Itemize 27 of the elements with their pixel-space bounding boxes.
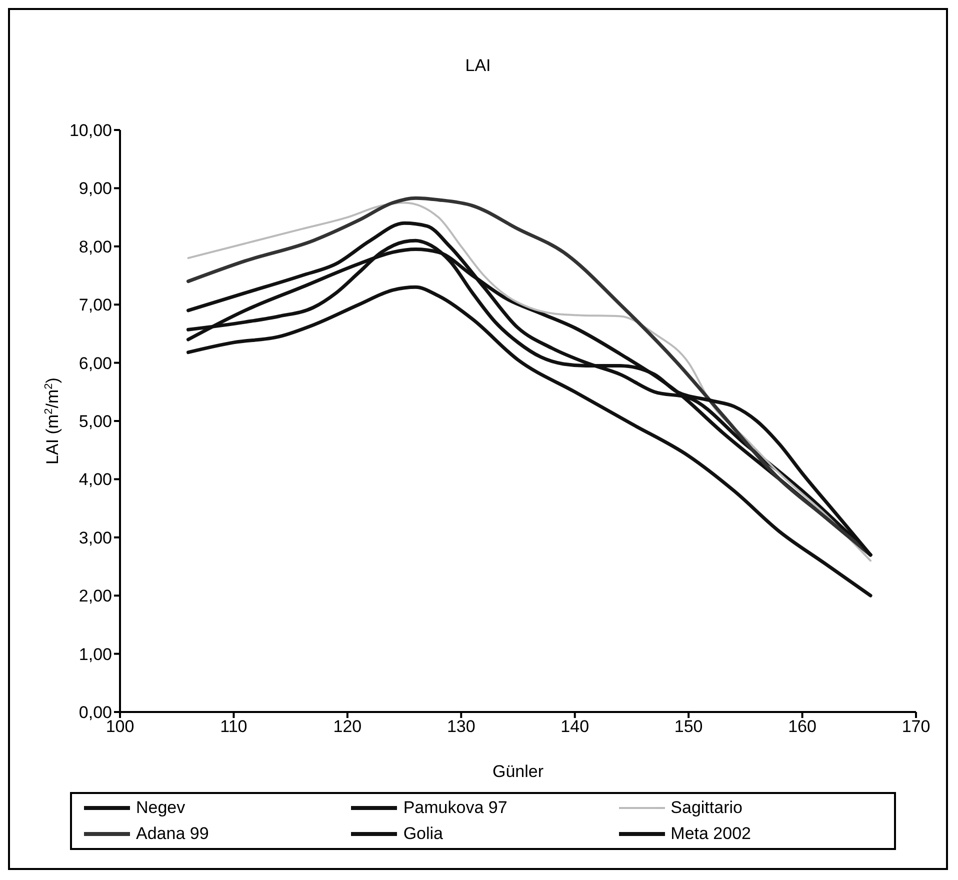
- y-tick-label: 7,00: [78, 296, 112, 315]
- y-tick-label: 5,00: [78, 412, 112, 432]
- legend-label: Golia: [403, 824, 444, 844]
- x-tick-label: 120: [333, 717, 362, 736]
- x-tick-label: 160: [788, 717, 816, 736]
- y-tick-label: 1,00: [78, 644, 112, 664]
- x-tick-label: 100: [106, 717, 134, 736]
- x-axis-title: Günler: [492, 762, 544, 781]
- y-tick-label: 4,00: [78, 470, 112, 490]
- legend-label: Pamukova 97: [403, 798, 508, 818]
- y-tick-label: 2,00: [78, 586, 112, 606]
- x-tick-label: 140: [560, 717, 590, 736]
- chart-title: LAI: [464, 56, 492, 76]
- x-tick-label: 170: [902, 717, 930, 736]
- line-series: [186, 285, 872, 598]
- legend-label: Meta 2002: [670, 824, 751, 844]
- y-tick-label: 3,00: [78, 528, 112, 548]
- x-tick-label: 110: [220, 717, 248, 736]
- legend-label: Sagittario: [670, 798, 742, 818]
- y-tick-label: 10,00: [69, 121, 112, 140]
- y-tick-label: 8,00: [78, 237, 112, 256]
- legend-label: Negev: [136, 798, 186, 818]
- legend-label: Adana 99: [136, 824, 209, 844]
- y-tick-label: 9,00: [78, 179, 112, 198]
- x-tick-label: 150: [674, 717, 703, 736]
- y-tick-label: 6,00: [78, 354, 112, 373]
- x-tick-label: 130: [446, 717, 476, 736]
